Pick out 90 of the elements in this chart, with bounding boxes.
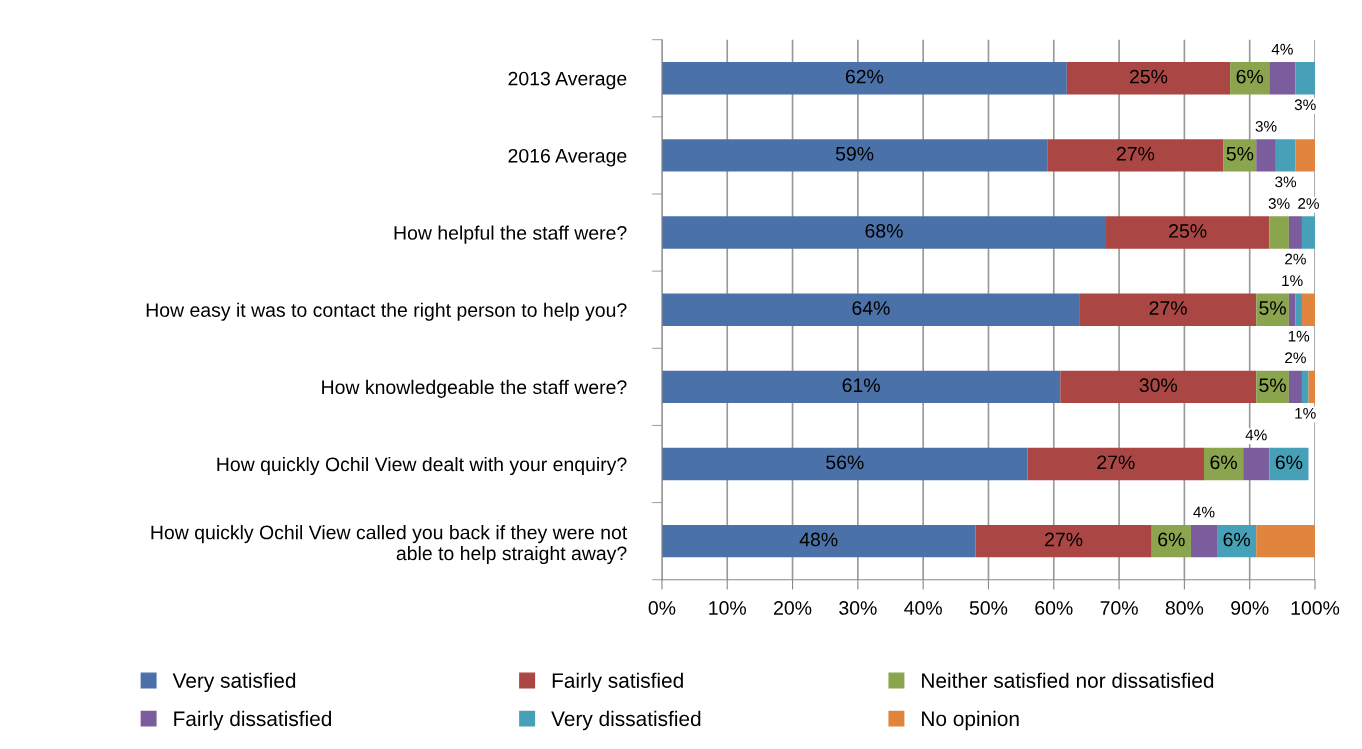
y-tick-label: How easy it was to contact the right person to help you? xyxy=(146,302,627,321)
bar xyxy=(1301,370,1309,404)
data-label: 5% xyxy=(1259,378,1286,393)
bar xyxy=(661,370,1061,404)
bar xyxy=(661,62,1067,95)
data-label: 3% xyxy=(1294,99,1316,111)
bar xyxy=(661,216,1107,249)
bar xyxy=(1256,524,1316,558)
y-tick-label: How quickly Ochil View dealt with your enquiry? xyxy=(217,456,627,476)
data-label: 25% xyxy=(1169,224,1207,238)
data-label: 6% xyxy=(1236,69,1264,84)
data-label: 6% xyxy=(1210,455,1237,470)
x-tick-label: 40% xyxy=(904,601,942,615)
bar xyxy=(1275,139,1296,172)
data-label: 56% xyxy=(826,455,864,470)
bar xyxy=(1295,139,1316,172)
x-tick-label: 100% xyxy=(1291,601,1340,615)
bar xyxy=(1256,139,1276,172)
bar xyxy=(1066,62,1231,95)
data-label: 5% xyxy=(1259,301,1286,315)
data-label: 27% xyxy=(1045,532,1083,547)
data-label: 5% xyxy=(1226,146,1254,161)
data-label: 1% xyxy=(1288,330,1310,342)
data-label: 3% xyxy=(1255,120,1277,132)
x-tick-label: 80% xyxy=(1165,601,1204,615)
bar xyxy=(1060,370,1257,404)
data-label: 6% xyxy=(1158,532,1185,547)
data-label: 4% xyxy=(1271,43,1293,55)
data-label: 48% xyxy=(799,532,838,547)
x-tick-label: 30% xyxy=(839,601,877,615)
legend-label: Very satisfied xyxy=(172,672,296,693)
data-label: 27% xyxy=(1097,455,1135,470)
data-label: 3% xyxy=(1268,198,1290,209)
x-tick-label: 90% xyxy=(1231,601,1269,615)
data-label: 6% xyxy=(1223,532,1250,547)
y-tick-label: How helpful the staff were? xyxy=(394,225,627,244)
data-label: 61% xyxy=(842,378,880,393)
bar xyxy=(1301,293,1316,326)
x-tick-label: 70% xyxy=(1100,601,1138,615)
bar xyxy=(1308,370,1316,404)
legend-label: No opinion xyxy=(922,710,1019,731)
data-label: 2% xyxy=(1285,352,1306,364)
data-label: 4% xyxy=(1245,429,1267,441)
data-label: 68% xyxy=(865,224,903,238)
legend-label: Fairly dissatisfied xyxy=(174,710,332,731)
data-label: 2% xyxy=(1285,253,1306,265)
x-tick-label: 20% xyxy=(774,601,812,615)
x-tick-label: 50% xyxy=(969,601,1008,615)
x-tick-label: 60% xyxy=(1035,601,1073,615)
data-label: 64% xyxy=(852,301,890,315)
bar xyxy=(1079,293,1257,326)
bar xyxy=(661,447,1028,481)
bar xyxy=(1190,524,1218,558)
bar xyxy=(1295,293,1302,326)
bar xyxy=(1106,216,1270,249)
data-label: 3% xyxy=(1275,176,1297,188)
data-label: 1% xyxy=(1295,407,1316,419)
bar xyxy=(975,524,1152,558)
data-label: 59% xyxy=(835,146,874,161)
data-label: 25% xyxy=(1130,69,1168,84)
legend-label: Very dissatisfied xyxy=(551,710,701,731)
bar xyxy=(1047,139,1224,172)
bar xyxy=(1301,216,1316,249)
data-label: 62% xyxy=(845,69,884,84)
data-label: 30% xyxy=(1139,378,1178,393)
bar xyxy=(1269,62,1296,95)
bar xyxy=(1288,293,1296,326)
y-tick-label: 2016 Average xyxy=(508,148,627,167)
legend-label: Neither satisfied nor dissatisfied xyxy=(922,672,1214,688)
bar xyxy=(1269,216,1289,249)
bar xyxy=(1288,370,1302,404)
bar xyxy=(1288,216,1302,249)
bar xyxy=(1027,447,1204,481)
y-tick-label: How knowledgeable the staff were? xyxy=(322,379,627,398)
bar xyxy=(661,139,1048,172)
data-label: 27% xyxy=(1116,146,1155,161)
bar xyxy=(661,293,1080,326)
x-tick-label: 10% xyxy=(709,601,747,615)
data-label: 4% xyxy=(1193,506,1215,518)
bar xyxy=(1243,447,1270,481)
y-tick-label: How quickly Ochil View called you back if they were not able to help straight away? xyxy=(151,525,628,565)
x-tick-label: 0% xyxy=(648,601,676,615)
data-label: 6% xyxy=(1275,455,1303,470)
data-label: 1% xyxy=(1282,275,1303,286)
bar xyxy=(661,524,976,558)
data-label: 2% xyxy=(1298,198,1319,209)
data-label: 27% xyxy=(1149,301,1187,315)
y-tick-label: 2013 Average xyxy=(508,71,627,90)
legend-label: Fairly satisfied xyxy=(552,672,683,693)
bar xyxy=(1295,62,1316,95)
